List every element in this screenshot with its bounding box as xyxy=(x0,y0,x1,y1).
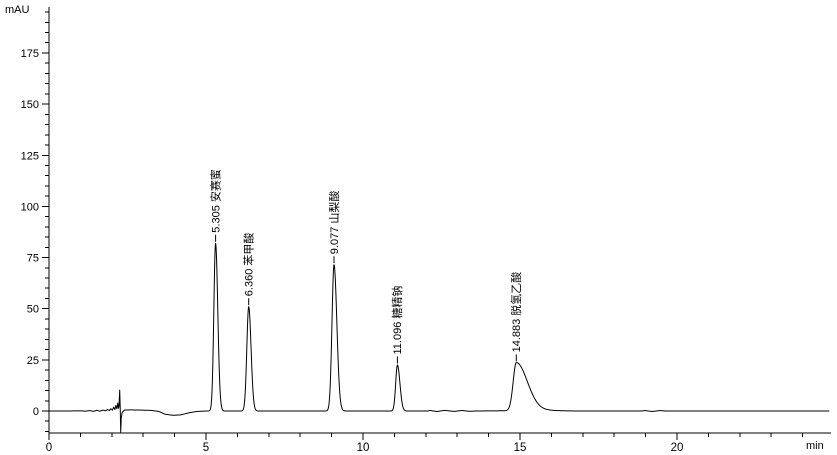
y-axis-tick-label: 175 xyxy=(21,48,39,60)
y-axis-tick-label: 25 xyxy=(27,355,39,367)
y-axis-tick-label: 125 xyxy=(21,150,39,162)
x-axis-tick-label: 0 xyxy=(46,442,52,454)
signal-trace xyxy=(48,242,830,433)
peak-label: 14.883 脱氢乙酸 xyxy=(509,272,523,353)
peak-label: 6.360 苯甲酸 xyxy=(242,233,256,297)
x-axis-tick-label: 15 xyxy=(514,442,527,454)
y-axis-tick-label: 150 xyxy=(21,99,39,111)
peak-label: 5.305 安赛蜜 xyxy=(208,169,222,233)
y-axis-tick-label: 100 xyxy=(21,201,39,213)
x-axis-tick-label: 5 xyxy=(203,442,209,454)
y-axis-tick-label: 0 xyxy=(33,406,39,418)
x-axis-tick-label: 10 xyxy=(357,442,370,454)
peak-label: 9.077 山梨酸 xyxy=(327,191,341,255)
x-axis-tick-label: 20 xyxy=(671,442,684,454)
x-axis-unit-label: min xyxy=(806,440,824,452)
y-axis-tick-label: 75 xyxy=(27,253,39,265)
y-axis-tick-label: 50 xyxy=(27,304,39,316)
peak-label: 11.096 糖精钠 xyxy=(390,286,404,355)
y-axis-unit-label: mAU xyxy=(5,4,30,16)
